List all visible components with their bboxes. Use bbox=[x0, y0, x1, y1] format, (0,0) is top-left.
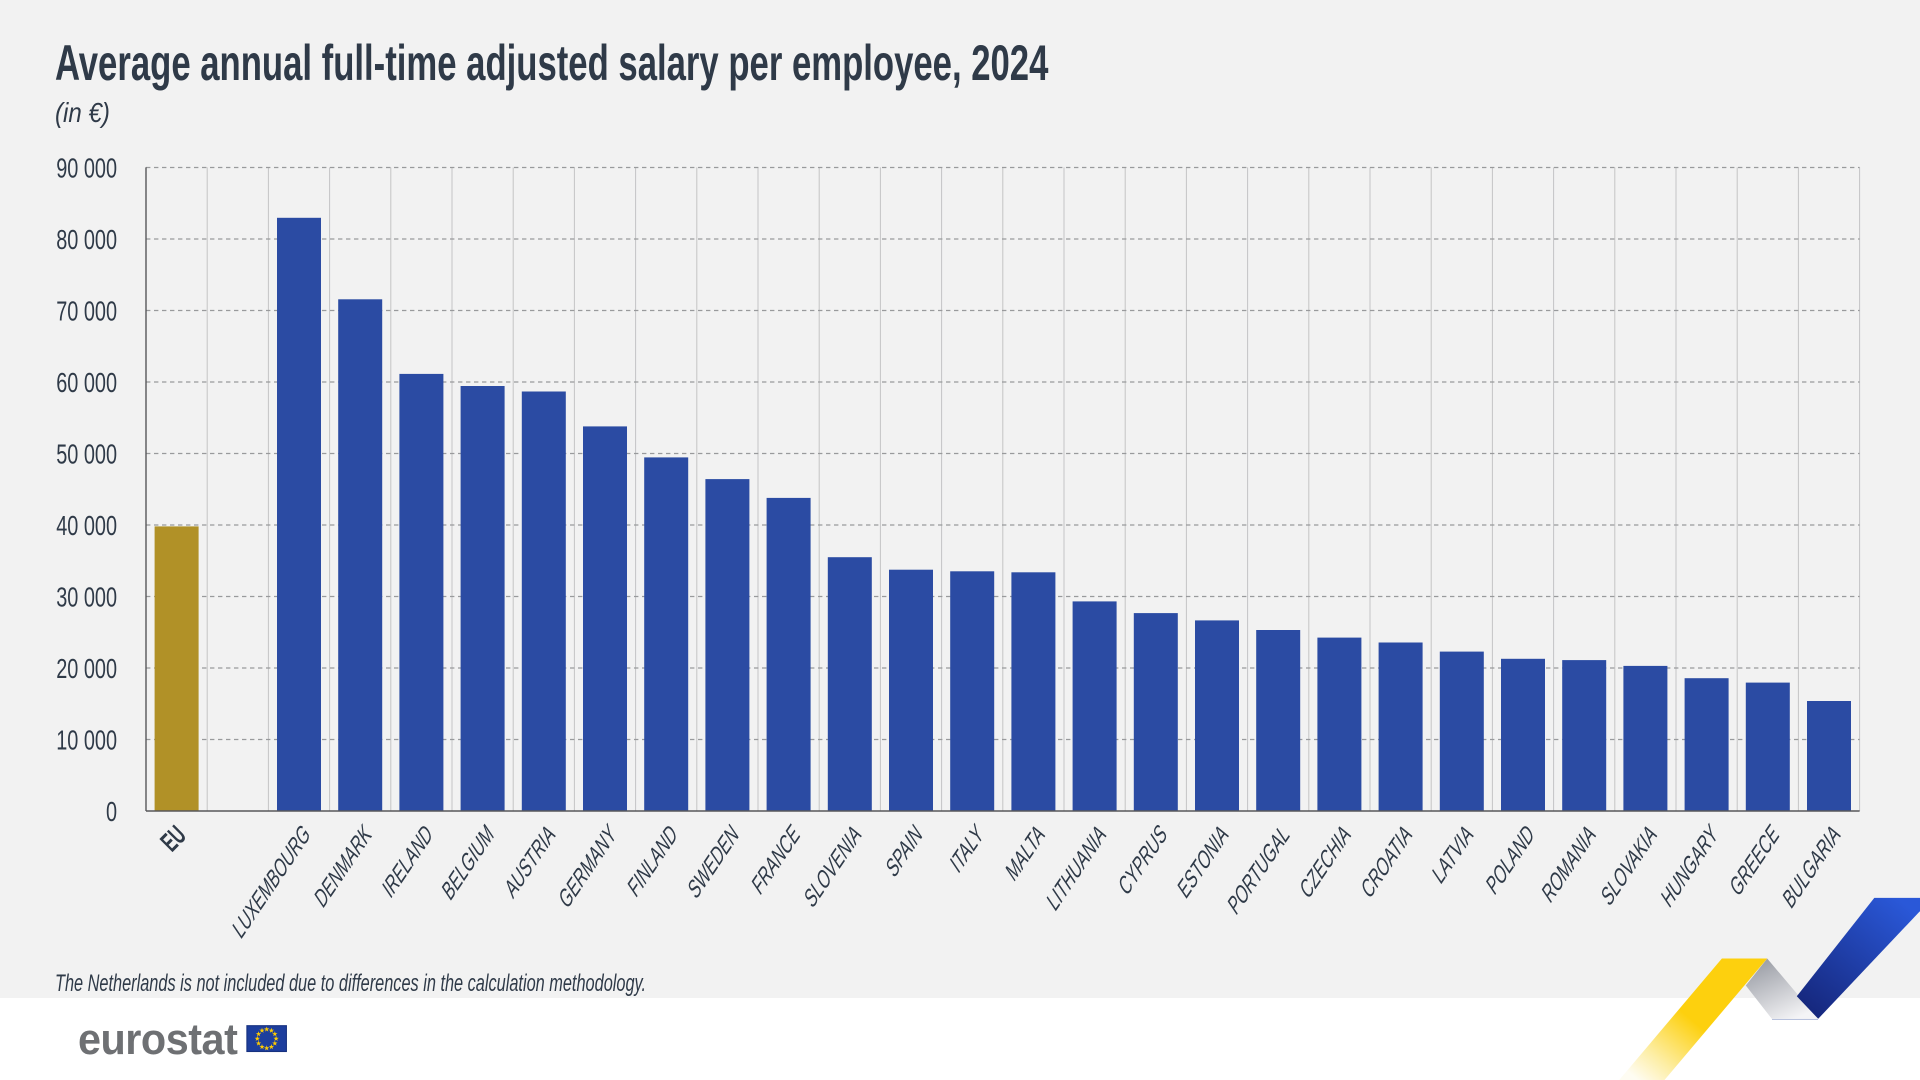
svg-text:50 000: 50 000 bbox=[56, 439, 117, 470]
svg-text:60 000: 60 000 bbox=[56, 368, 117, 399]
svg-text:Average annual full-time adjus: Average annual full-time adjusted salary… bbox=[55, 36, 1048, 92]
svg-text:10 000: 10 000 bbox=[56, 725, 117, 756]
svg-text:30 000: 30 000 bbox=[56, 582, 117, 613]
svg-text:20 000: 20 000 bbox=[56, 654, 117, 685]
svg-text:80 000: 80 000 bbox=[56, 225, 117, 256]
svg-text:40 000: 40 000 bbox=[56, 511, 117, 542]
svg-text:90 000: 90 000 bbox=[56, 153, 117, 184]
svg-text:The Netherlands is not include: The Netherlands is not included due to d… bbox=[55, 970, 646, 997]
svg-text:70 000: 70 000 bbox=[56, 296, 117, 327]
svg-text:eurostat: eurostat bbox=[78, 1015, 238, 1064]
svg-text:0: 0 bbox=[106, 797, 117, 828]
svg-text:(in €): (in €) bbox=[55, 96, 110, 128]
